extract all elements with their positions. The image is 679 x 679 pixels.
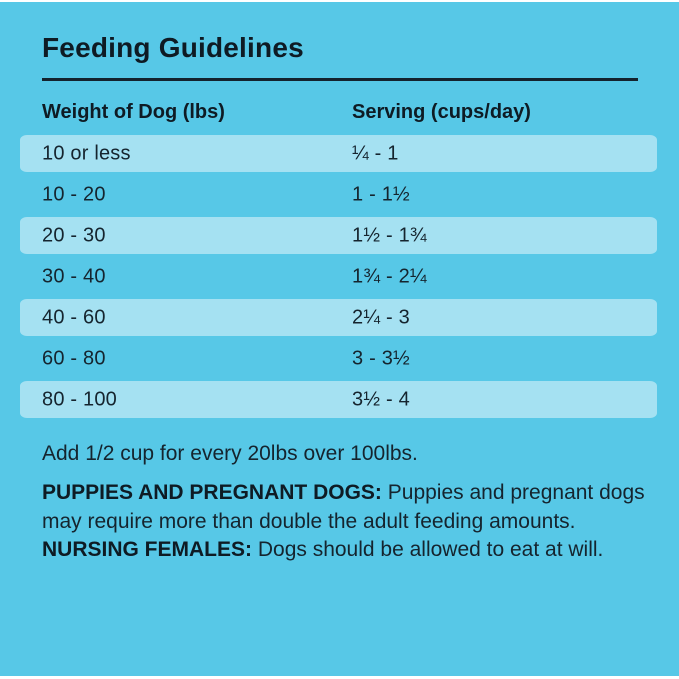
weight-cell: 60 - 80 bbox=[42, 347, 106, 369]
weight-cell: 30 - 40 bbox=[42, 265, 106, 287]
column-header-serving: Serving (cups/day) bbox=[352, 101, 531, 123]
page-title: Feeding Guidelines bbox=[42, 32, 304, 63]
feeding-guidelines-panel: Feeding Guidelines Weight of Dog (lbs) S… bbox=[0, 2, 679, 565]
top-edge-line bbox=[0, 0, 679, 2]
table-row: 30 - 40 1¾ - 2¼ bbox=[20, 256, 657, 297]
over-100lbs-note: Add 1/2 cup for every 20lbs over 100lbs. bbox=[42, 442, 418, 465]
column-header-weight: Weight of Dog (lbs) bbox=[42, 101, 225, 123]
nursing-label: NURSING FEMALES: bbox=[42, 538, 258, 561]
weight-cell: 40 - 60 bbox=[42, 306, 106, 328]
serving-cell: 1¾ - 2¼ bbox=[352, 265, 427, 287]
table-row: 60 - 80 3 - 3½ bbox=[20, 338, 657, 379]
serving-cell: 1 - 1½ bbox=[352, 183, 410, 205]
serving-cell: ¼ - 1 bbox=[352, 142, 399, 164]
weight-cell: 20 - 30 bbox=[42, 224, 106, 246]
title-divider-rule bbox=[42, 78, 638, 81]
bottom-edge-line bbox=[0, 676, 679, 679]
serving-cell: 1½ - 1¾ bbox=[352, 224, 427, 246]
serving-cell: 2¼ - 3 bbox=[352, 306, 410, 328]
weight-cell: 10 - 20 bbox=[42, 183, 106, 205]
puppies-label: PUPPIES AND PREGNANT DOGS: bbox=[42, 481, 388, 504]
feeding-table: 10 or less ¼ - 1 10 - 20 1 - 1½ 20 - 30 1½ - … bbox=[20, 133, 657, 420]
puppies-text: Puppies and pregnant dogs may require mo… bbox=[42, 481, 645, 533]
table-row: 80 - 100 3½ - 4 bbox=[20, 379, 657, 420]
serving-cell: 3 - 3½ bbox=[352, 347, 410, 369]
weight-cell: 10 or less bbox=[42, 142, 131, 164]
puppies-nursing-note: PUPPIES AND PREGNANT DOGS: Puppies and p… bbox=[42, 479, 646, 565]
table-row: 10 or less ¼ - 1 bbox=[20, 133, 657, 174]
table-row: 40 - 60 2¼ - 3 bbox=[20, 297, 657, 338]
table-row: 10 - 20 1 - 1½ bbox=[20, 174, 657, 215]
serving-cell: 3½ - 4 bbox=[352, 388, 410, 410]
table-header-row: Weight of Dog (lbs) Serving (cups/day) bbox=[42, 101, 657, 125]
table-row: 20 - 30 1½ - 1¾ bbox=[20, 215, 657, 256]
weight-cell: 80 - 100 bbox=[42, 388, 117, 410]
nursing-text: Dogs should be allowed to eat at will. bbox=[257, 538, 604, 561]
